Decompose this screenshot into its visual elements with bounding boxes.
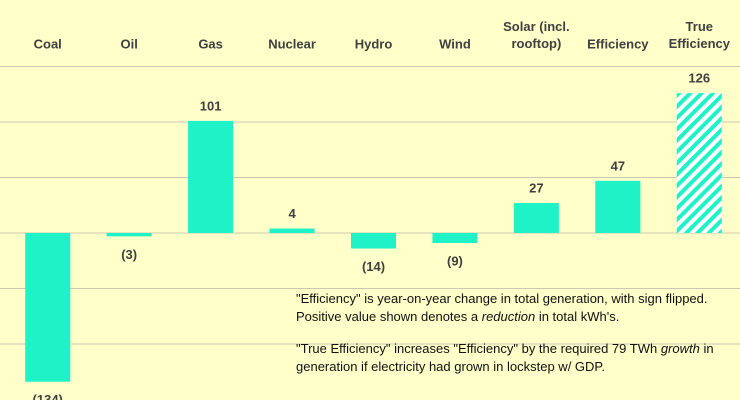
annotation-text: "True Efficiency" increases "Efficiency"…: [296, 341, 661, 356]
value-label: 101: [200, 98, 222, 113]
x-tick-label: Efficiency: [587, 36, 649, 51]
annotation-text: growth: [660, 341, 700, 356]
x-tick-label: Hydro: [355, 36, 393, 51]
x-tick-label: Solar (incl. rooftop): [503, 19, 569, 51]
bar: [432, 233, 478, 243]
bar: [25, 233, 71, 382]
label-line: Solar (incl.: [503, 19, 569, 34]
bar: [513, 203, 559, 233]
value-label: (9): [447, 253, 463, 268]
annotation-text: in total kWh's.: [535, 309, 620, 324]
annotation: "Efficiency" is year-on-year change in t…: [296, 290, 726, 326]
label-line: True: [686, 19, 713, 34]
x-tick-label: True Efficiency: [669, 19, 731, 51]
bar: [106, 233, 152, 237]
x-tick-label: Gas: [198, 36, 223, 51]
value-label: (14): [362, 259, 385, 274]
annotations: "Efficiency" is year-on-year change in t…: [296, 290, 726, 390]
annotation: "True Efficiency" increases "Efficiency"…: [296, 340, 726, 376]
x-tick-label: Nuclear: [268, 36, 316, 51]
value-label: 27: [529, 180, 543, 195]
x-tick-label: Coal: [34, 36, 62, 51]
x-tick-label: Oil: [120, 36, 137, 51]
label-line: rooftop): [511, 36, 561, 51]
value-label: 126: [688, 71, 710, 86]
annotation-text: in generation if electricity had grown i…: [296, 341, 714, 374]
bar: [188, 120, 234, 233]
value-label: 47: [611, 158, 625, 173]
value-label: (134): [33, 392, 63, 400]
x-tick-label: Wind: [439, 36, 471, 51]
bar: [351, 233, 396, 249]
label-line: Efficiency: [669, 36, 731, 51]
bar: [269, 228, 315, 233]
annotation-text: reduction: [481, 309, 536, 324]
bar: [595, 180, 641, 233]
bar: [676, 93, 722, 233]
value-label: (3): [121, 247, 137, 262]
value-label: 4: [288, 206, 296, 221]
annotation-text: "Efficiency" is year-on-year change in t…: [296, 291, 708, 324]
